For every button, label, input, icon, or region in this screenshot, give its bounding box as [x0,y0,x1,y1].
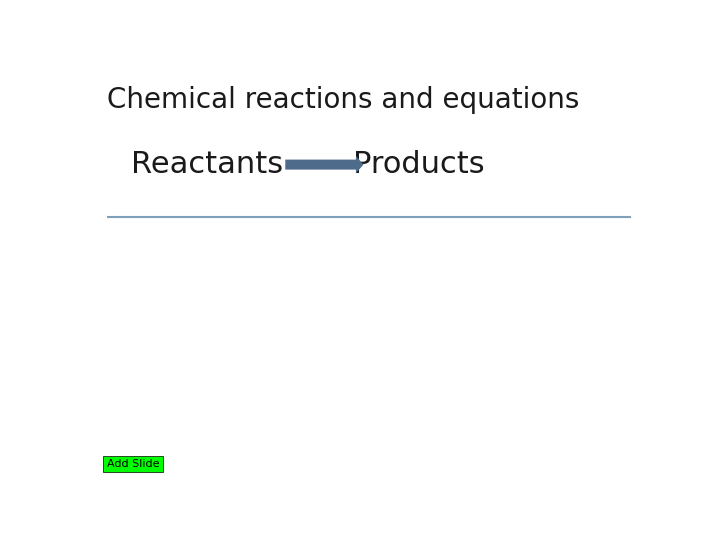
Text: Products: Products [354,150,485,179]
Text: Add Slide: Add Slide [107,459,159,469]
Text: Reactants: Reactants [131,150,283,179]
Text: Chemical reactions and equations: Chemical reactions and equations [107,85,579,113]
